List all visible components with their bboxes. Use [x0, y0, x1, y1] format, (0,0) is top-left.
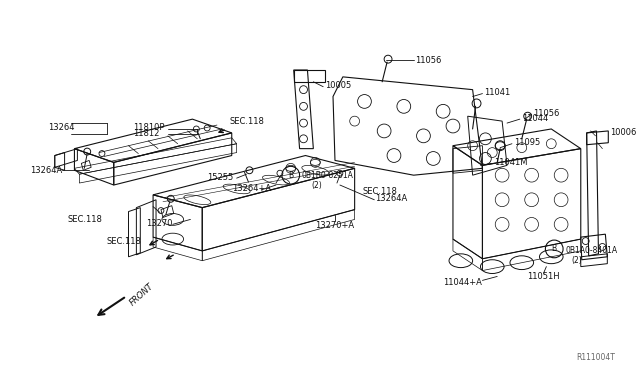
Text: B: B — [288, 171, 293, 180]
Text: FRONT: FRONT — [129, 281, 156, 307]
Text: 11095: 11095 — [514, 138, 540, 147]
Text: 13270+A: 13270+A — [316, 221, 355, 230]
Text: 15255: 15255 — [207, 173, 234, 182]
Text: SEC.118: SEC.118 — [68, 215, 102, 224]
Text: 10005: 10005 — [325, 81, 351, 90]
Text: 0B1B0-8251A: 0B1B0-8251A — [301, 171, 353, 180]
Text: 11810P: 11810P — [133, 122, 165, 132]
Text: 10006: 10006 — [611, 128, 637, 137]
Text: 13270: 13270 — [146, 219, 173, 228]
Text: B: B — [552, 244, 557, 253]
Text: SEC.118: SEC.118 — [230, 116, 265, 126]
Text: 11044+A: 11044+A — [443, 278, 482, 287]
Text: 11812: 11812 — [133, 129, 160, 138]
Text: 11041: 11041 — [484, 88, 511, 97]
Text: SEC.118: SEC.118 — [362, 187, 397, 196]
Text: 11044: 11044 — [522, 114, 548, 123]
Text: R111004T: R111004T — [576, 353, 615, 362]
Text: 11051H: 11051H — [527, 272, 559, 281]
Text: 13264+A: 13264+A — [232, 185, 271, 193]
Text: 13264: 13264 — [48, 124, 74, 132]
Text: 11056: 11056 — [415, 56, 441, 65]
Text: (2): (2) — [312, 180, 322, 189]
Text: SEC.118: SEC.118 — [107, 237, 141, 246]
Text: 13264A: 13264A — [30, 166, 63, 175]
Text: 11041M: 11041M — [494, 158, 528, 167]
Text: 13264A: 13264A — [375, 194, 408, 203]
Text: (2): (2) — [571, 256, 582, 265]
Text: 11056: 11056 — [534, 109, 560, 118]
Text: 0B1A0-8401A: 0B1A0-8401A — [565, 246, 617, 256]
